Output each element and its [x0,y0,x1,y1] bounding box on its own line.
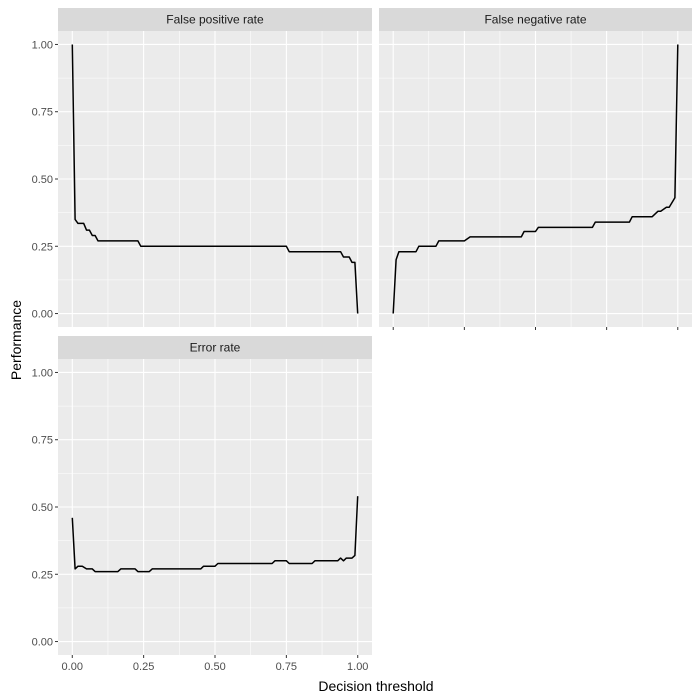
panel-1: False positive rate 0.00 0.25 0.50 0.75 1.00 [32,8,372,327]
x-tick-label: 0.00 [62,661,83,673]
panel-3: Error rate 0.00 0.25 0.50 0.75 1.00 0.00 0.25 0.… [32,336,372,673]
y-tick-label: 0.00 [32,309,53,321]
series-line [71,496,359,573]
panel-title: False positive rate [166,13,264,27]
panel-title: False negative rate [484,13,586,27]
x-tick-label: 1.00 [347,661,368,673]
x-tick-label: 0.50 [204,661,225,673]
y-tick-label: 1.00 [32,39,53,51]
y-tick-label: 0.75 [32,435,53,447]
panel-2: False negative rate [379,8,692,330]
series-line [392,44,679,314]
panel-title: Error rate [190,341,241,355]
series-line [71,44,359,314]
x-axis-title: Decision threshold [318,678,433,694]
x-tick-label: 0.25 [133,661,154,673]
y-tick-label: 0.25 [32,241,53,253]
panel-strip [58,336,372,359]
x-tick-label: 0.75 [276,661,297,673]
y-tick-label: 0.50 [32,174,53,186]
panel-strip [58,8,372,31]
y-axis-title: Performance [8,300,24,380]
y-tick-label: 0.25 [32,569,53,581]
y-tick-label: 1.00 [32,367,53,379]
panel-strip [379,8,692,31]
y-tick-label: 0.00 [32,637,53,649]
y-tick-label: 0.50 [32,502,53,514]
facet-panels: False positive rate0.000.250.500.751.00F… [32,8,692,673]
y-tick-label: 0.75 [32,107,53,119]
